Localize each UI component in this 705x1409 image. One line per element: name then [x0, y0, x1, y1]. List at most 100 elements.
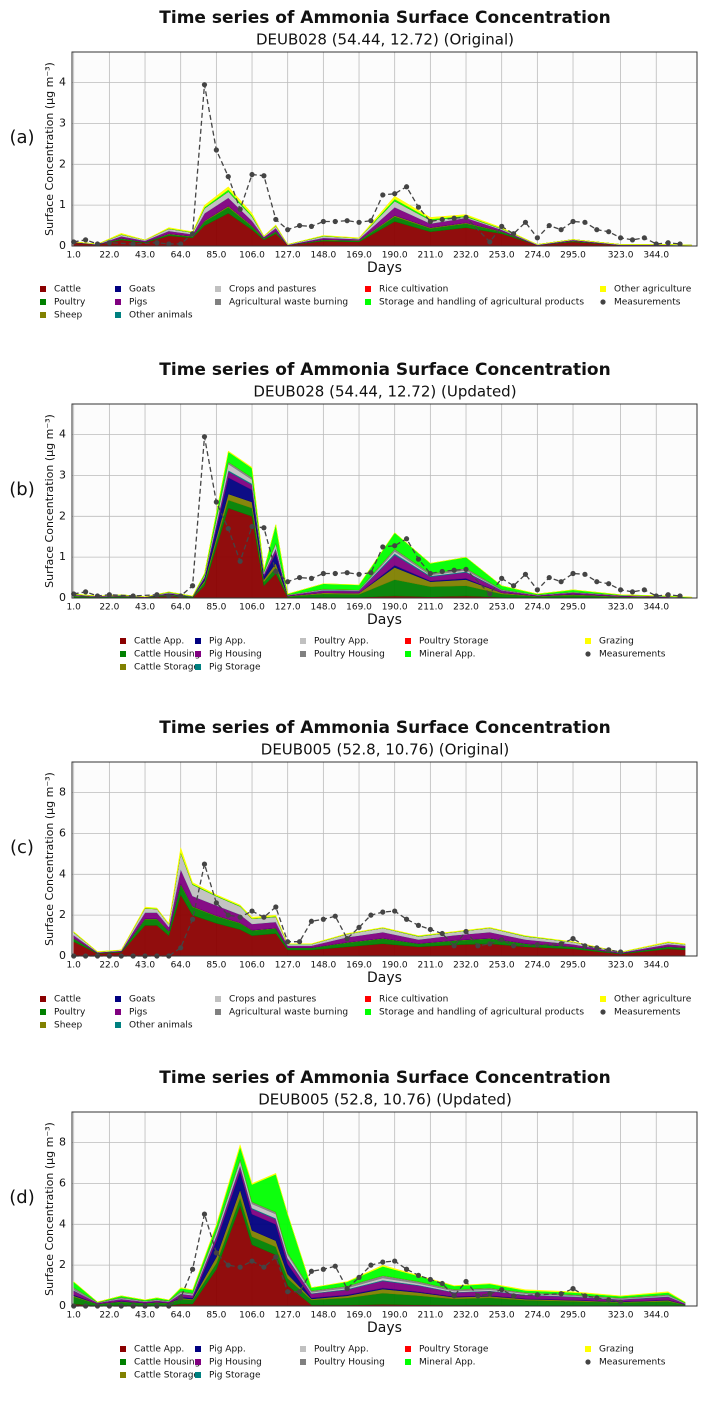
x-tick-label: 211.0	[417, 603, 443, 613]
measurement-point	[665, 592, 671, 598]
measurement-point	[308, 223, 315, 229]
measurement-point	[582, 943, 588, 949]
measurement-point	[237, 206, 243, 212]
x-tick-label: 295.0	[560, 1311, 586, 1321]
legend-marker	[115, 996, 121, 1002]
y-tick-label: 6	[59, 1176, 66, 1189]
y-tick-label: 3	[59, 468, 66, 481]
y-tick-label: 1	[59, 550, 66, 563]
x-tick-label: 22.0	[99, 603, 119, 613]
legend-label: Measurements	[614, 298, 681, 308]
measurement-point	[213, 499, 219, 505]
legend-label: Pigs	[129, 1008, 147, 1018]
legend-marker	[120, 1359, 126, 1365]
x-tick-label: 148.0	[310, 603, 336, 613]
measurement-point	[368, 912, 374, 918]
measurement-point	[296, 1289, 303, 1295]
x-tick-label: 169.0	[346, 961, 372, 971]
measurement-point	[582, 219, 588, 225]
legend-marker	[115, 286, 121, 292]
measurement-point	[641, 235, 647, 241]
measurement-point	[439, 1280, 445, 1287]
measurement-point	[201, 1211, 208, 1217]
legend-label: Pig Storage	[209, 663, 261, 673]
x-tick-label: 85.0	[206, 961, 226, 971]
measurement-point	[534, 235, 540, 241]
y-tick-label: 4	[59, 76, 66, 89]
legend-marker	[115, 1022, 121, 1028]
y-axis-label: Surface Concentration (μg m⁻³)	[43, 62, 56, 236]
measurement-point	[534, 1292, 540, 1298]
measurement-point	[499, 223, 505, 229]
measurement-point	[368, 570, 374, 576]
plot-frame	[71, 403, 698, 599]
legend-label: Poultry	[54, 1008, 86, 1018]
measurement-point	[534, 587, 540, 593]
legend-label: Pig App.	[209, 637, 246, 647]
legend-label: Other animals	[129, 1021, 193, 1031]
measurement-point	[629, 237, 636, 243]
y-tick-label: 4	[59, 867, 66, 880]
measurement-point	[439, 930, 445, 937]
measurement-point	[285, 1289, 291, 1295]
measurement-point	[546, 222, 552, 229]
legend-marker	[120, 638, 126, 644]
legend-marker	[40, 299, 46, 305]
legend-marker	[365, 996, 371, 1002]
measurement-point	[558, 227, 564, 233]
legend-label: Poultry	[54, 298, 86, 308]
x-tick-label: 274.0	[524, 603, 550, 613]
x-tick-label: 190.0	[382, 1311, 408, 1321]
measurement-point	[463, 928, 469, 935]
measurement-point	[427, 926, 433, 933]
measurement-point	[665, 240, 671, 246]
measurement-point	[237, 1264, 243, 1270]
measurement-point	[189, 916, 196, 922]
legend-marker	[40, 1009, 46, 1015]
legend-label: Pig Housing	[209, 650, 262, 660]
measurement-point	[249, 1258, 255, 1264]
measurement-point	[261, 1264, 267, 1270]
legend-marker	[405, 1359, 411, 1365]
x-tick-label: 85.0	[206, 251, 226, 261]
chart-title: Time series of Ammonia Surface Concentra…	[159, 360, 610, 380]
legend-marker	[120, 651, 126, 657]
x-tick-label: 85.0	[206, 603, 226, 613]
x-tick-label: 22.0	[99, 961, 119, 971]
legend-label: Grazing	[599, 1345, 634, 1355]
measurement-point	[570, 936, 576, 942]
measurement-point	[166, 593, 172, 599]
measurement-point	[189, 1266, 196, 1272]
y-tick-label: 8	[59, 1136, 66, 1149]
measurement-point	[594, 579, 600, 585]
legend-label: Cattle Housing	[134, 1358, 200, 1368]
measurement-point	[677, 241, 683, 247]
x-axis-label: Days	[367, 970, 402, 986]
legend-label: Cattle	[54, 995, 81, 1005]
measurement-point	[392, 908, 398, 914]
measurement-point	[273, 568, 279, 575]
measurement-point	[82, 237, 89, 243]
area	[73, 1143, 686, 1303]
x-tick-label: 190.0	[382, 251, 408, 261]
legend-marker	[195, 664, 201, 670]
measurement-point	[499, 575, 505, 581]
measurement-point	[522, 571, 529, 577]
x-tick-label: 1.0	[67, 603, 82, 613]
legend-marker	[120, 1346, 126, 1352]
measurement-point	[558, 941, 564, 947]
measurement-point	[415, 204, 422, 210]
legend-marker	[405, 638, 411, 644]
measurement-point	[427, 1276, 433, 1283]
legend-marker	[195, 1359, 201, 1365]
legend-marker	[300, 651, 306, 657]
x-tick-label: 211.0	[417, 251, 443, 261]
x-tick-label: 127.0	[275, 603, 301, 613]
measurement-point	[380, 1259, 386, 1265]
x-axis-label: Days	[367, 260, 402, 276]
measurement-point	[392, 543, 398, 549]
measurement-point	[439, 568, 445, 575]
measurement-point	[641, 587, 647, 593]
x-tick-label: 148.0	[310, 1311, 336, 1321]
x-tick-label: 148.0	[310, 961, 336, 971]
